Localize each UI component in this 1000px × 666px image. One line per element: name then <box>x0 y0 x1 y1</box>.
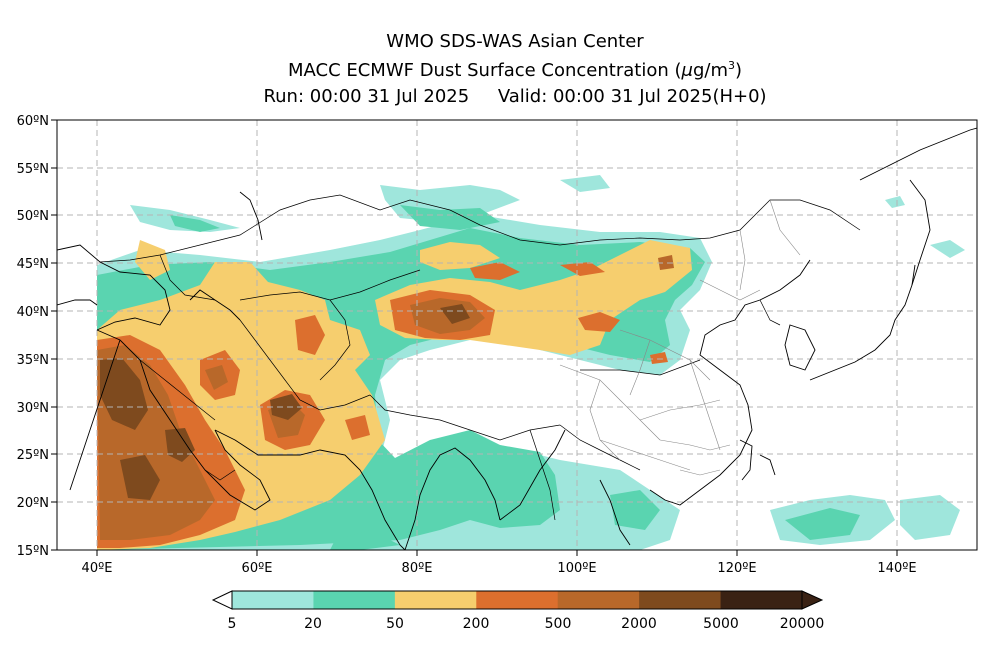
title-mu: μ <box>681 60 693 81</box>
axis-ticks <box>51 119 898 556</box>
colorbar-label: 2000 <box>621 616 657 632</box>
title-exponent: 3 <box>727 59 735 72</box>
colorbar-over-arrow <box>801 590 824 610</box>
colorbar-segment <box>639 591 722 609</box>
lat-label: 25ºN <box>17 448 49 463</box>
lat-label: 55ºN <box>17 162 49 177</box>
lon-label: 100ºE <box>557 561 596 576</box>
colorbar-label: 20 <box>304 616 322 632</box>
lat-label: 40ºN <box>17 305 49 320</box>
lat-label: 50ºN <box>17 209 49 224</box>
dust-concentration-layer <box>97 175 965 550</box>
longitude-labels: 40ºE 60ºE 80ºE 100ºE 120ºE 140ºE <box>82 561 917 576</box>
colorbar-label: 50 <box>386 616 404 632</box>
lon-label: 60ºE <box>242 561 273 576</box>
lat-label: 60ºN <box>17 114 49 129</box>
colorbar-label: 5 <box>228 616 237 632</box>
lon-label: 140ºE <box>877 561 916 576</box>
lon-label: 120ºE <box>717 561 756 576</box>
colorbar-labels: 5 20 50 200 500 2000 5000 20000 <box>228 616 825 632</box>
title-close: ) <box>734 60 743 81</box>
title-product: MACC ECMWF Dust Surface Concentration ( <box>287 60 682 81</box>
coastlines <box>57 127 977 550</box>
country-borders <box>99 194 861 521</box>
title-line-2: MACC ECMWF Dust Surface Concentration (μ… <box>0 59 1000 81</box>
dust-level-2000-5000 <box>100 304 470 500</box>
colorbar-label: 20000 <box>780 616 825 632</box>
colorbar-under-arrow <box>211 590 233 610</box>
colorbar-segment <box>557 591 640 609</box>
lat-label: 30ºN <box>17 401 49 416</box>
colorbar-label: 500 <box>545 616 572 632</box>
colorbar-segment <box>232 591 314 609</box>
colorbar-segment <box>394 591 477 609</box>
latitude-labels: 60ºN 55ºN 50ºN 45ºN 40ºN 35ºN 30ºN 25ºN … <box>17 114 49 559</box>
lon-label: 80ºE <box>402 561 433 576</box>
lon-label: 40ºE <box>82 561 113 576</box>
lat-label: 15ºN <box>17 544 49 559</box>
title-unit: g/m <box>692 60 728 81</box>
lat-label: 45ºN <box>17 257 49 272</box>
lat-label: 35ºN <box>17 353 49 368</box>
lat-label: 20ºN <box>17 496 49 511</box>
colorbar-segment <box>720 591 803 609</box>
colorbar-label: 5000 <box>703 616 739 632</box>
map-frame <box>56 119 978 551</box>
colorbar-outline <box>231 590 803 610</box>
title-line-1: WMO SDS-WAS Asian Center <box>386 31 644 52</box>
province-borders <box>559 199 801 476</box>
colorbar: 5 20 50 200 500 2000 5000 20000 <box>211 590 825 632</box>
colorbar-segment <box>476 591 559 609</box>
colorbar-segments <box>232 591 803 609</box>
colorbar-segment <box>313 591 396 609</box>
colorbar-label: 200 <box>463 616 490 632</box>
title-line-3: Run: 00:00 31 Jul 2025 Valid: 00:00 31 J… <box>263 86 767 107</box>
map-grid <box>57 120 977 550</box>
